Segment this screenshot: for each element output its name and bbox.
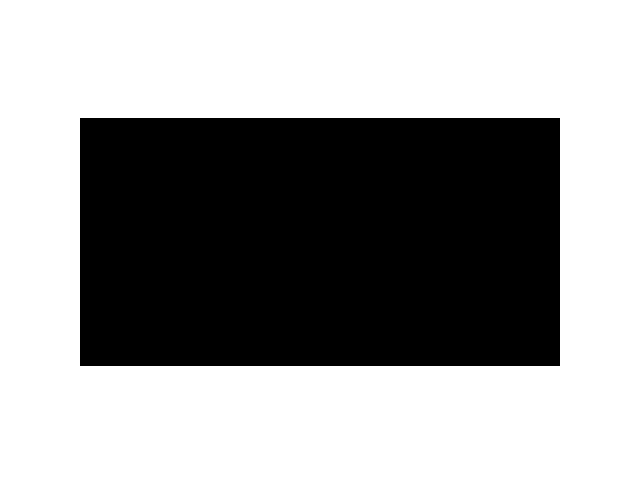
- word-cloud-canvas: [80, 118, 560, 366]
- word-cloud: [80, 118, 560, 366]
